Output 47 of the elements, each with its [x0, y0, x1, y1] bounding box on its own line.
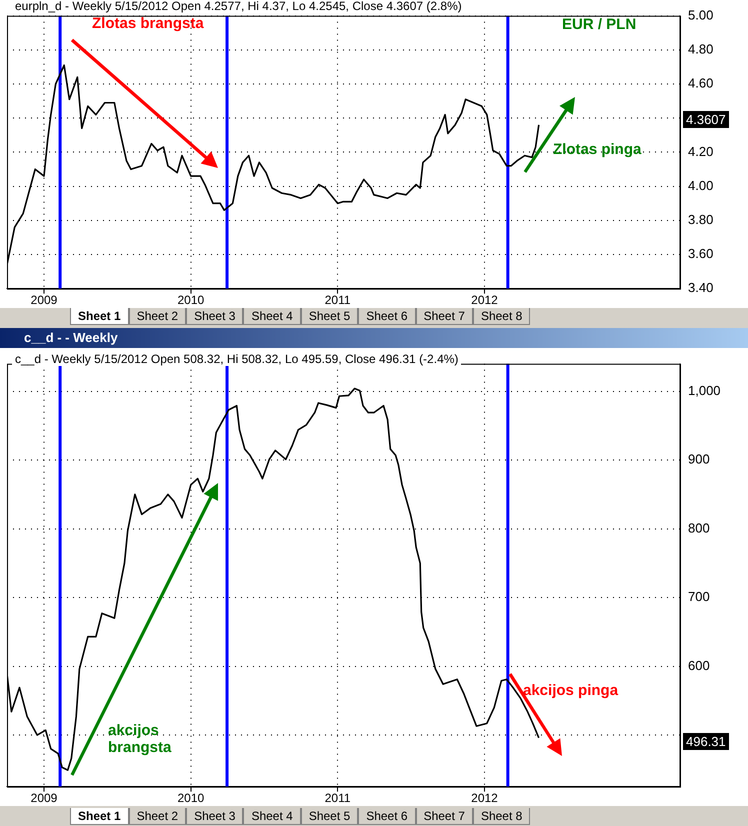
x-tick-label: 2009: [30, 293, 58, 308]
x-tick-label: 2009: [30, 791, 58, 806]
annotation: akcijos pinga: [523, 682, 618, 699]
text: Sheet 3: [186, 308, 244, 325]
text: Sheet 6: [358, 308, 416, 325]
text: Sheet 7: [416, 308, 473, 325]
text: Sheet 7: [416, 808, 473, 824]
x-tick-label: 2012: [471, 791, 498, 806]
text: 4.3607: [683, 111, 729, 128]
y-tick-label: 1,000: [688, 382, 721, 398]
y-tick-label: 4.80: [688, 41, 714, 56]
text: Sheet 1: [70, 308, 129, 325]
y-tick-label: 800: [688, 520, 710, 536]
y-tick-label: 3.60: [688, 246, 714, 262]
text: 496.31: [683, 733, 729, 750]
x-tick-label: 2010: [177, 791, 205, 806]
y-tick-label: 4.20: [688, 144, 714, 159]
text: Sheet 2: [128, 308, 186, 325]
text: Sheet 3: [186, 808, 244, 824]
annotation: akcijos brangsta: [108, 722, 172, 756]
annotation: EUR / PLN: [562, 16, 636, 33]
x-tick-label: 2011: [324, 791, 351, 806]
chart-title: eurpln_d - Weekly 5/15/2012 Open 4.2577, Hi 4.37, Lo 4.2545, Close 4.3607 (2.8%): [12, 0, 465, 13]
annotation: Zlotas brangsta: [92, 15, 204, 32]
y-tick-label: 4.60: [688, 76, 714, 91]
y-tick-label: 600: [688, 658, 710, 673]
y-tick-label: 5.00: [688, 7, 714, 22]
annotation: Zlotas pinga: [553, 141, 642, 158]
text: Sheet 5: [300, 308, 358, 325]
x-tick-label: 2011: [324, 293, 351, 308]
text: Sheet 2: [128, 808, 186, 824]
y-tick-label: 3.80: [688, 212, 714, 227]
x-tick-label: 2012: [471, 293, 498, 308]
y-tick-label: 900: [688, 452, 710, 467]
text: Sheet 5: [300, 808, 358, 824]
y-tick-label: 4.00: [688, 178, 714, 193]
chart-title: c__d - - Weekly: [0, 328, 748, 348]
text: Sheet 4: [243, 308, 301, 325]
text: Sheet 8: [472, 808, 530, 824]
text: Sheet 1: [70, 808, 129, 824]
text: Sheet 8: [472, 308, 530, 325]
text: Sheet 6: [358, 808, 416, 824]
x-tick-label: 2010: [177, 293, 205, 308]
y-tick-label: 3.40: [688, 280, 714, 296]
text: Sheet 4: [243, 808, 301, 824]
chart-subtitle: c__d - Weekly 5/15/2012 Open 508.32, Hi 508.32, Lo 495.59, Close 496.31 (-2.4%): [12, 352, 462, 366]
y-tick-label: 700: [688, 589, 710, 604]
